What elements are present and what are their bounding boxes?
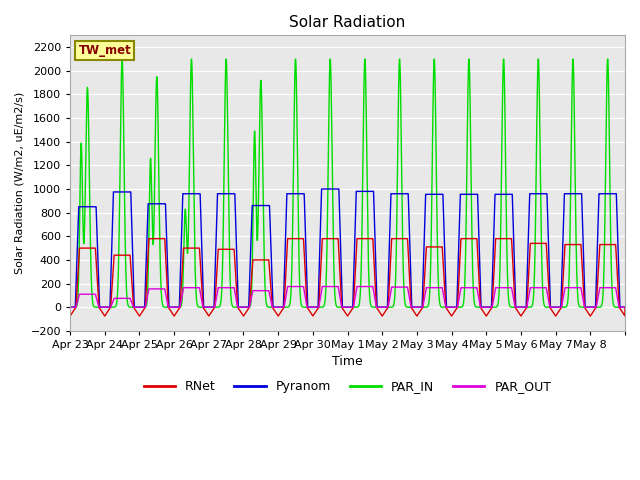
Pyranom [181,191,189,197]
PAR_IN [604,56,611,62]
PAR_IN [181,207,189,213]
Line: Pyranom: Pyranom [70,189,625,307]
PAR_IN [621,304,629,310]
RNet [541,240,549,246]
Title: Solar Radiation: Solar Radiation [289,15,406,30]
PAR_OUT [541,285,549,290]
RNet [398,236,406,241]
Pyranom [398,191,406,197]
RNet [621,304,629,310]
PAR_OUT [621,304,629,310]
PAR_OUT [527,285,535,290]
Line: PAR_OUT: PAR_OUT [70,287,625,307]
PAR_OUT [369,284,376,289]
PAR_OUT [67,304,74,310]
Legend: RNet, Pyranom, PAR_IN, PAR_OUT: RNet, Pyranom, PAR_IN, PAR_OUT [139,375,556,398]
PAR_IN [527,304,535,310]
Pyranom [621,304,629,310]
Pyranom [527,191,535,197]
PAR_OUT [500,285,508,290]
RNet [527,240,535,246]
Pyranom [369,189,376,194]
PAR_OUT [181,285,189,290]
PAR_IN [398,180,406,185]
PAR_OUT [284,284,291,289]
Line: RNet: RNet [70,239,625,316]
PAR_IN [67,304,74,310]
Y-axis label: Solar Radiation (W/m2, uE/m2/s): Solar Radiation (W/m2, uE/m2/s) [15,92,25,274]
X-axis label: Time: Time [332,355,363,369]
RNet [145,236,153,241]
Text: TW_met: TW_met [79,44,131,57]
Pyranom [317,186,325,192]
PAR_OUT [398,284,406,290]
Pyranom [67,304,74,310]
Pyranom [500,192,508,197]
RNet [500,236,508,241]
Line: PAR_IN: PAR_IN [70,59,625,307]
RNet [369,236,376,241]
RNet [67,313,74,319]
RNet [181,245,189,251]
PAR_IN [541,304,549,310]
PAR_IN [500,56,508,62]
PAR_IN [368,304,376,310]
Pyranom [541,191,549,197]
